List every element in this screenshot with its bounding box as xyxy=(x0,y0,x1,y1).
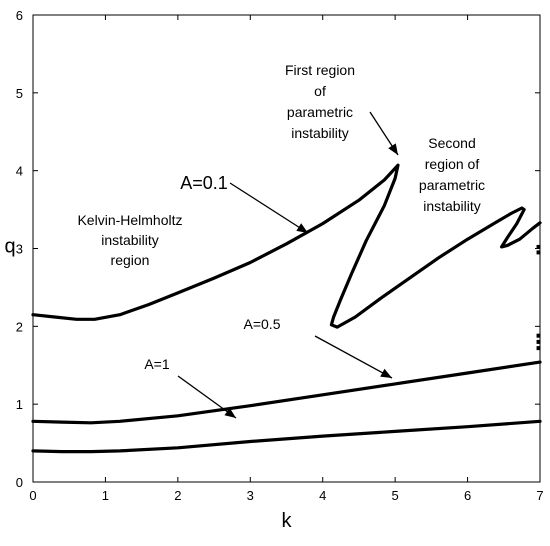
x-tick-label: 1 xyxy=(102,488,109,503)
annotation-line: of xyxy=(314,83,326,99)
series-a-0-1 xyxy=(31,163,542,329)
annotation-a01: A=0.1 xyxy=(180,173,228,193)
edge-mark xyxy=(536,250,541,255)
x-tick-label: 4 xyxy=(319,488,326,503)
y-axis-label: q xyxy=(4,236,15,258)
annotation-line: parametric xyxy=(287,104,353,120)
x-tick-label: 7 xyxy=(536,488,543,503)
curves xyxy=(31,163,542,454)
edge-mark xyxy=(536,339,541,344)
annotation-a1: A=1 xyxy=(144,356,170,372)
edge-marks xyxy=(536,244,541,351)
edge-mark xyxy=(536,333,541,338)
x-tick-label: 0 xyxy=(29,488,36,503)
annotation-line: parametric xyxy=(419,177,485,193)
x-tick-label: 5 xyxy=(392,488,399,503)
y-tick-label: 5 xyxy=(16,86,23,101)
edge-mark xyxy=(536,346,541,351)
arrow-a05 xyxy=(314,335,393,379)
y-tick-label: 6 xyxy=(16,8,23,23)
annotation-arrows xyxy=(177,111,399,419)
annotation-kh: Kelvin-Helmholtz instability region xyxy=(77,212,182,268)
annotation-first: First region of parametric instability xyxy=(285,62,355,141)
series-a-1 xyxy=(31,419,542,454)
x-axis-label: k xyxy=(282,510,293,532)
arrow-first xyxy=(369,111,399,156)
annotation-a05: A=0.5 xyxy=(244,316,281,332)
y-tick-label: 0 xyxy=(16,475,23,490)
annotation-line: Kelvin-Helmholtz xyxy=(77,212,182,228)
annotation-line: A=0.5 xyxy=(244,316,281,332)
annotation-line: instability xyxy=(423,198,481,214)
x-tick-label: 6 xyxy=(464,488,471,503)
annotation-line: instability xyxy=(101,232,159,248)
annotation-line: region xyxy=(111,252,150,268)
annotation-line: instability xyxy=(291,125,349,141)
annotation-line: A=0.1 xyxy=(180,173,228,193)
annotation-line: Second xyxy=(428,135,475,151)
y-tick-label: 3 xyxy=(16,242,23,257)
arrow-a1 xyxy=(177,375,237,419)
annotation-line: First region xyxy=(285,62,355,78)
annotations: Kelvin-Helmholtz instability region First r… xyxy=(77,62,485,372)
annotation-line: region of xyxy=(425,156,480,172)
edge-mark xyxy=(536,244,541,249)
series-a-0-5 xyxy=(31,360,542,425)
y-axis-ticks: 0 1 2 3 4 5 6 xyxy=(16,8,540,490)
y-tick-label: 1 xyxy=(16,397,23,412)
y-tick-label: 2 xyxy=(16,319,23,334)
x-tick-label: 2 xyxy=(174,488,181,503)
arrow-kh xyxy=(229,182,309,234)
x-axis-ticks: 0 1 2 3 4 5 6 7 xyxy=(29,15,544,503)
y-tick-label: 4 xyxy=(16,164,23,179)
x-tick-label: 3 xyxy=(247,488,254,503)
annotation-second: Second region of parametric instability xyxy=(419,135,485,214)
annotation-line: A=1 xyxy=(144,356,170,372)
